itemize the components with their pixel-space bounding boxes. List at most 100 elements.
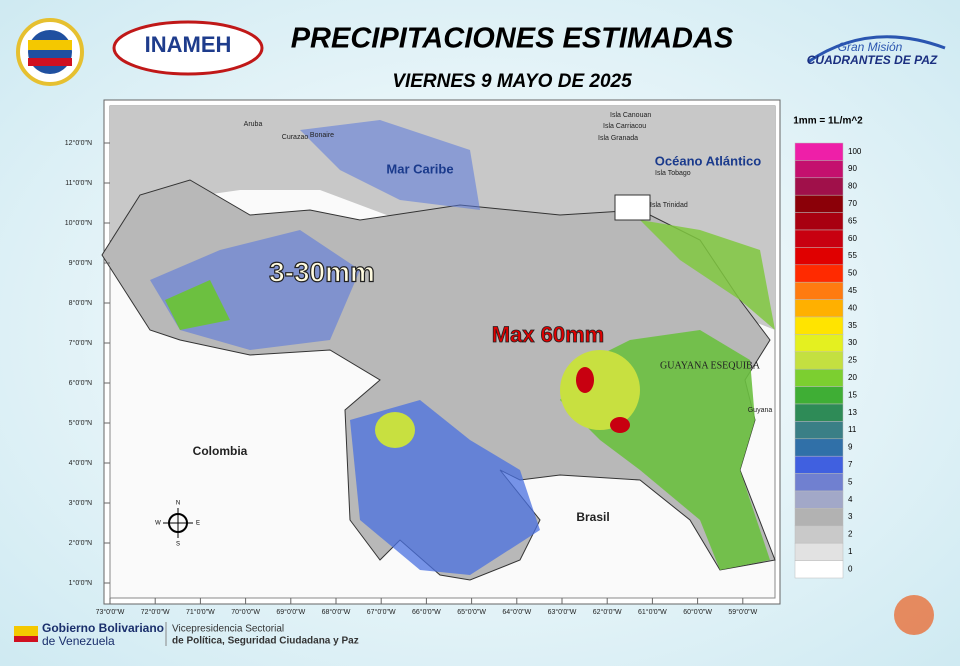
lon-tick-label: 73°0'0"W [96, 608, 125, 616]
country-label: Guyana [748, 407, 773, 414]
lon-tick-label: 60°0'0"W [683, 608, 712, 616]
map: Mar Caribe Océano Atlántico Colombia Bra… [65, 105, 776, 616]
legend-swatch [794, 542, 844, 561]
gov-flag [14, 636, 38, 642]
legend-label: 11 [848, 425, 857, 434]
ocean-label: Océano Atlántico [655, 153, 761, 168]
island-label: Bonaire [310, 132, 334, 139]
emblem-inner [28, 30, 72, 74]
lat-tick-label: 2°0'0"N [69, 539, 92, 547]
island-label: Isla Canouan [610, 112, 651, 119]
legend: 1009080706560555045403530252015131197543… [794, 142, 862, 579]
compass-letter: N [176, 501, 180, 507]
cuadrantes-arc [807, 35, 946, 64]
rain-max [610, 417, 630, 433]
rain-area [300, 120, 480, 210]
rain-area [375, 412, 415, 448]
legend-label: 60 [848, 234, 857, 243]
legend-swatch [794, 299, 844, 318]
lon-tick-label: 59°0'0"W [728, 608, 757, 616]
legend-swatch [794, 403, 844, 422]
legend-swatch [794, 229, 844, 248]
legend-swatch [794, 508, 844, 527]
island-label: Isla Trinidad [650, 202, 688, 209]
lat-tick-label: 9°0'0"N [69, 259, 92, 267]
rain-area [640, 220, 775, 330]
legend-label: 3 [848, 512, 853, 521]
legend-swatch [794, 560, 844, 579]
legend-swatch [794, 264, 844, 283]
rain-area [165, 280, 230, 330]
lat-tick-label: 7°0'0"N [69, 339, 92, 347]
legend-label: 40 [848, 303, 857, 312]
island-label: Isla Carriacou [603, 123, 646, 130]
legend-label: 50 [848, 269, 857, 278]
cuadrantes-bottom: CUADRANTES DE PAZ [807, 53, 938, 67]
legend-swatch [794, 247, 844, 266]
legend-label: 15 [848, 390, 857, 399]
lon-tick-label: 70°0'0"W [231, 608, 260, 616]
compass-letter: W [155, 521, 161, 527]
lon-tick-label: 69°0'0"W [276, 608, 305, 616]
max-label: Max 60mm [492, 322, 605, 347]
lon-tick-label: 64°0'0"W [502, 608, 531, 616]
island-label: Isla Granada [598, 135, 638, 142]
legend-label: 80 [848, 182, 857, 191]
compass-letter: E [196, 521, 200, 527]
legend-swatch [794, 490, 844, 509]
island-label: Curazao [282, 134, 309, 141]
lon-tick-label: 68°0'0"W [322, 608, 351, 616]
legend-label: 9 [848, 443, 853, 452]
legend-title: 1mm = 1L/m^2 [793, 116, 863, 127]
legend-label: 20 [848, 373, 857, 382]
inameh-logo [112, 20, 264, 76]
legend-swatch [794, 455, 844, 474]
legend-swatch [794, 368, 844, 387]
legend-label: 35 [848, 321, 857, 330]
rain-max [576, 367, 594, 393]
island-label: Isla Tobago [655, 170, 691, 177]
lat-tick-label: 6°0'0"N [69, 379, 92, 387]
lat-tick-label: 4°0'0"N [69, 459, 92, 467]
legend-label: 1 [848, 547, 853, 556]
inameh-text: INAMEH [145, 32, 232, 57]
legend-label: 55 [848, 251, 857, 260]
legend-swatch [794, 334, 844, 353]
trinidad [614, 194, 651, 221]
lon-tick-label: 63°0'0"W [548, 608, 577, 616]
lat-tick-label: 5°0'0"N [69, 419, 92, 427]
legend-label: 65 [848, 216, 857, 225]
legend-swatch [794, 177, 844, 196]
lon-tick-label: 66°0'0"W [412, 608, 441, 616]
legend-swatch [794, 142, 844, 161]
legend-swatch [794, 281, 844, 300]
anniversary-logo [894, 595, 934, 635]
esequibo-label: GUAYANA ESEQUIBA [660, 360, 761, 371]
emblem-band [28, 40, 72, 50]
lon-tick-label: 67°0'0"W [367, 608, 396, 616]
lon-tick-label: 72°0'0"W [141, 608, 170, 616]
lon-tick-label: 61°0'0"W [638, 608, 667, 616]
legend-label: 7 [848, 460, 853, 469]
gov-text: Gobierno Bolivariano [42, 621, 164, 635]
legend-swatch [794, 421, 844, 440]
legend-label: 25 [848, 356, 857, 365]
lon-tick-label: 71°0'0"W [186, 608, 215, 616]
legend-label: 100 [848, 147, 862, 156]
legend-label: 0 [848, 564, 853, 573]
subtitle: VIERNES 9 MAYO DE 2025 [392, 71, 632, 92]
lon-tick-label: 65°0'0"W [457, 608, 486, 616]
compass-letter: S [176, 542, 180, 548]
emblem-band [28, 58, 72, 66]
legend-label: 30 [848, 338, 857, 347]
legend-swatch [794, 160, 844, 179]
cuadrantes-top: Gran Misión [838, 40, 903, 54]
legend-label: 4 [848, 495, 853, 504]
legend-label: 70 [848, 199, 857, 208]
lat-tick-label: 1°0'0"N [69, 579, 92, 587]
compass-cross [163, 508, 193, 538]
legend-swatch [794, 473, 844, 492]
legend-swatch [794, 212, 844, 231]
island-label: Aruba [244, 121, 263, 128]
